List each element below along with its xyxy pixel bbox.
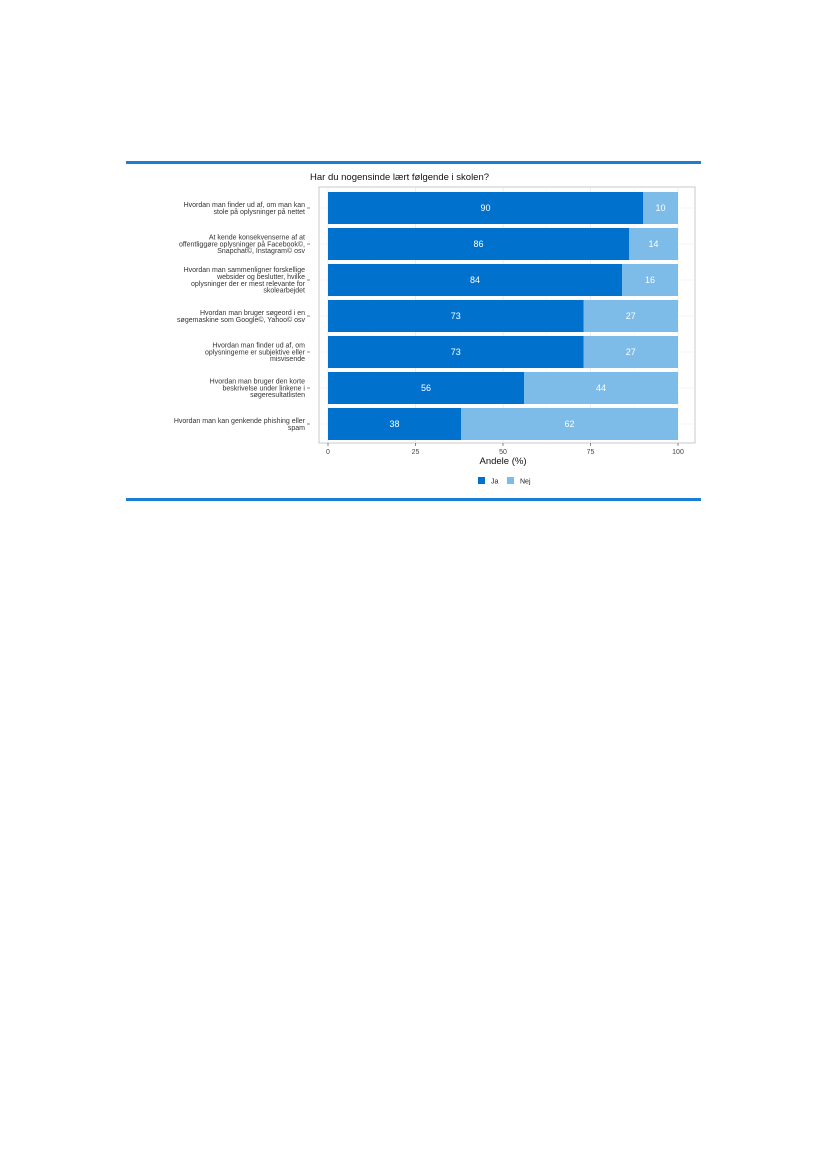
category-label: skolearbejdet — [263, 288, 305, 295]
bar-nej-1 — [629, 228, 678, 260]
category-label: misvisende — [270, 356, 305, 363]
bar-value-label: 73 — [451, 311, 461, 321]
x-axis-title: Andele (%) — [480, 456, 527, 467]
x-tick-label: 50 — [499, 449, 507, 456]
bar-value-label: 14 — [648, 239, 658, 249]
category-label: Hvordan man bruger søgeord i en — [200, 310, 305, 317]
bar-nej-3 — [583, 300, 678, 332]
chart-title: Har du nogensinde lært følgende i skolen… — [310, 172, 489, 183]
category-label: Hvordan man finder ud af, om — [212, 343, 305, 350]
x-axis-ticks: 0 25 50 75 100 — [326, 443, 684, 456]
legend-label-ja: Ja — [491, 479, 499, 486]
x-tick-label: 0 — [326, 449, 330, 456]
bar-value-label: 38 — [389, 419, 399, 429]
bottom-divider-rule — [126, 498, 701, 501]
category-label: Snapchat©, Instagram© osv — [217, 247, 305, 255]
bar-value-label: 73 — [451, 347, 461, 357]
category-label: At kende konsekvenserne af at — [209, 235, 305, 242]
legend-key-nej — [507, 477, 514, 484]
bar-nej-5 — [524, 372, 678, 404]
x-tick-label: 75 — [587, 449, 595, 456]
bar-value-label: 62 — [564, 419, 574, 429]
top-divider-rule — [126, 161, 701, 164]
bar-value-label: 27 — [626, 311, 636, 321]
category-label: søgeresultatlisten — [250, 392, 305, 399]
category-label: Hvordan man kan genkende phishing eller — [174, 418, 306, 425]
category-label: Hvordan man bruger den korte — [210, 379, 305, 386]
bar-ja-1 — [328, 228, 629, 260]
x-tick-label: 100 — [672, 449, 684, 456]
category-labels: Hvordan man finder ud af, om man kanstol… — [174, 202, 310, 432]
category-label: oplysningerne er subjektive eller — [205, 349, 306, 356]
x-tick-label: 25 — [412, 449, 420, 456]
bar-value-label: 56 — [421, 383, 431, 393]
bar-value-label: 16 — [645, 275, 655, 285]
category-label: Hvordan man sammenligner forskellige — [184, 267, 305, 274]
category-label: spam — [288, 425, 305, 432]
bar-nej-0 — [643, 192, 678, 224]
bar-nej-6 — [461, 408, 678, 440]
category-label: offentliggøre oplysninger på Facebook©, — [179, 240, 305, 248]
legend-key-ja — [478, 477, 485, 484]
bar-value-label: 90 — [480, 203, 490, 213]
bar-ja-6 — [328, 408, 461, 440]
bar-value-label: 44 — [596, 383, 606, 393]
bar-ja-3 — [328, 300, 584, 332]
bar-ja-0 — [328, 192, 643, 224]
bar-nej-2 — [622, 264, 678, 296]
category-label: Hvordan man finder ud af, om man kan — [184, 202, 306, 209]
bar-nej-4 — [583, 336, 678, 368]
bars-group: 90 10 86 14 84 16 73 27 73 27 56 44 38 62 — [328, 192, 678, 440]
bar-value-label: 10 — [655, 203, 665, 213]
category-label: beskrivelse under linkene i — [223, 385, 306, 392]
category-label: websider og beslutter, hvilke — [216, 274, 305, 281]
legend: Ja Nej — [478, 477, 531, 486]
legend-label-nej: Nej — [520, 479, 531, 486]
category-label: stole på oplysninger på nettet — [214, 208, 306, 216]
category-label: søgemaskine som Google©, Yahoo© osv — [177, 316, 305, 324]
bar-ja-4 — [328, 336, 584, 368]
bar-ja-2 — [328, 264, 622, 296]
bar-value-label: 84 — [470, 275, 480, 285]
bar-ja-5 — [328, 372, 524, 404]
bar-value-label: 86 — [473, 239, 483, 249]
category-label: oplysninger der er mest relevante for — [191, 281, 306, 288]
bar-value-label: 27 — [626, 347, 636, 357]
